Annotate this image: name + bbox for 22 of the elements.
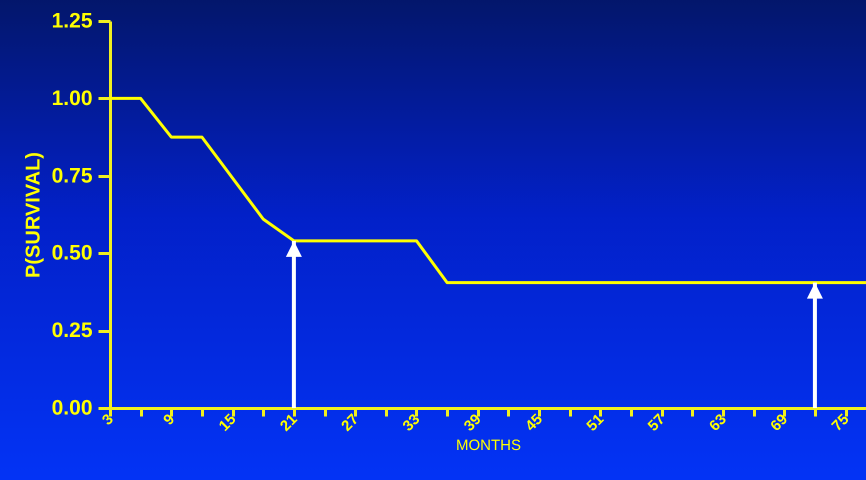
x-tick-label: 57 [644,410,669,435]
y-tick-label: 0.75 [52,164,93,188]
x-axis-title: MONTHS [456,436,521,454]
y-tick-label: 0.25 [52,319,93,342]
line-series [108,96,866,284]
x-tick-label: 39 [460,410,485,435]
x-tick-label: 45 [522,410,546,435]
y-tick-label: 0.50 [52,242,92,265]
x-tick-label: 51 [583,410,608,435]
x-tick-label: 63 [706,410,730,435]
y-axis-title: P(SURVIVAL) [22,152,45,278]
x-tick-label: 9 [160,410,178,429]
x-tick-label: 15 [216,410,240,435]
x-tick-label: 33 [400,410,424,435]
x-tick-label: 27 [338,410,362,435]
x-tick-label: 75 [828,410,852,435]
y-tick-label: 0.00 [52,396,92,420]
x-tick-label: 3 [98,410,117,429]
y-tick-label: 1.00 [52,86,92,110]
x-tick-label: 69 [767,410,792,435]
x-tick-label: 21 [276,410,301,435]
y-tick-label: 1.25 [52,10,93,32]
